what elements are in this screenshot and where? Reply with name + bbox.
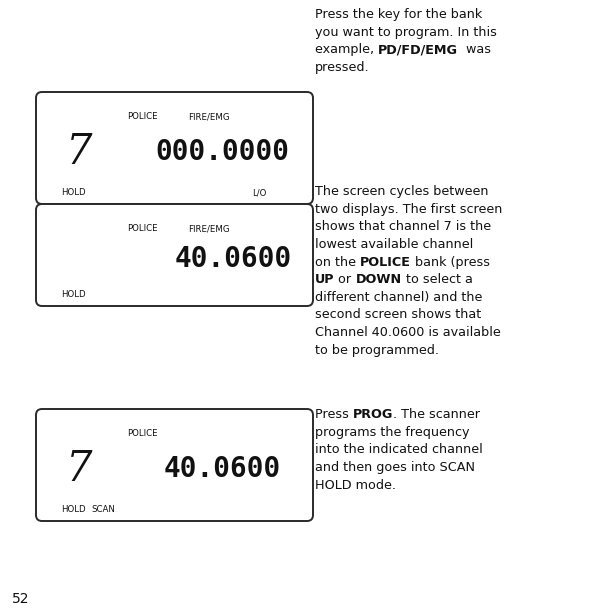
Text: 52: 52	[12, 592, 29, 606]
Text: POLICE: POLICE	[127, 224, 158, 233]
Text: SCAN: SCAN	[91, 505, 115, 514]
Text: FIRE/EMG: FIRE/EMG	[188, 112, 230, 121]
Text: on the: on the	[315, 255, 360, 268]
Text: example,: example,	[315, 43, 378, 56]
Text: POLICE: POLICE	[127, 429, 158, 438]
Text: 40.0600: 40.0600	[164, 455, 281, 483]
Text: HOLD: HOLD	[61, 188, 86, 197]
Text: 000.0000: 000.0000	[155, 138, 289, 166]
Text: Channel 40.0600 is available: Channel 40.0600 is available	[315, 326, 501, 339]
Text: second screen shows that: second screen shows that	[315, 308, 481, 322]
Text: and then goes into SCAN: and then goes into SCAN	[315, 461, 475, 474]
Text: L/O: L/O	[252, 188, 266, 197]
Text: programs the frequency: programs the frequency	[315, 426, 469, 438]
Text: DOWN: DOWN	[356, 273, 402, 286]
Text: different channel) and the: different channel) and the	[315, 291, 482, 304]
Text: you want to program. In this: you want to program. In this	[315, 26, 497, 39]
Text: Press the key for the bank: Press the key for the bank	[315, 8, 482, 21]
Text: two displays. The first screen: two displays. The first screen	[315, 203, 502, 216]
Text: 7: 7	[66, 448, 93, 490]
Text: HOLD: HOLD	[61, 290, 86, 299]
Text: POLICE: POLICE	[127, 112, 158, 121]
Text: shows that channel 7 is the: shows that channel 7 is the	[315, 220, 491, 233]
Text: or: or	[334, 273, 356, 286]
Text: lowest available channel: lowest available channel	[315, 238, 473, 251]
Text: 7: 7	[66, 131, 93, 173]
Text: PD/FD/EMG: PD/FD/EMG	[378, 43, 458, 56]
FancyBboxPatch shape	[36, 204, 313, 306]
Text: The screen cycles between: The screen cycles between	[315, 185, 488, 198]
Text: 40.0600: 40.0600	[174, 244, 291, 273]
Text: to select a: to select a	[402, 273, 473, 286]
Text: POLICE: POLICE	[360, 255, 411, 268]
Text: pressed.: pressed.	[315, 61, 370, 74]
Text: HOLD: HOLD	[61, 505, 86, 514]
Text: HOLD mode.: HOLD mode.	[315, 478, 396, 492]
Text: into the indicated channel: into the indicated channel	[315, 443, 483, 456]
Text: bank (press: bank (press	[411, 255, 490, 268]
Text: PROG: PROG	[353, 408, 393, 421]
Text: FIRE/EMG: FIRE/EMG	[188, 224, 230, 233]
Text: was: was	[458, 43, 491, 56]
FancyBboxPatch shape	[36, 92, 313, 204]
Text: . The scanner: . The scanner	[393, 408, 480, 421]
Text: UP: UP	[315, 273, 334, 286]
FancyBboxPatch shape	[36, 409, 313, 521]
Text: Press: Press	[315, 408, 353, 421]
Text: to be programmed.: to be programmed.	[315, 344, 439, 357]
